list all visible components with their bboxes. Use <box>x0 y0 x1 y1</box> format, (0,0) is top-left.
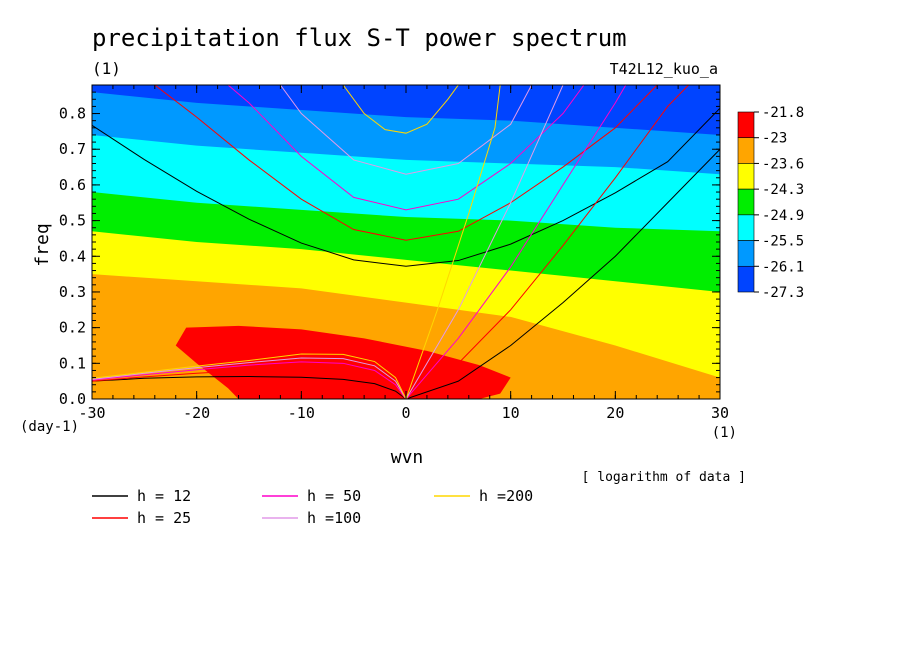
dispersion-curve-4 <box>405 85 689 399</box>
x-tick-label: -10 <box>288 404 315 422</box>
colorbar: -21.8 -23 -23.6 -24.3 -24.9 -25.5 -26.1 -27.3 <box>737 105 804 301</box>
colorbar-label: -25.5 <box>762 234 804 250</box>
dispersion-curve-11 <box>92 357 407 399</box>
x-axis-label: wvn <box>391 447 424 468</box>
colorbar-swatch <box>737 214 755 241</box>
colorbar-label: -23 <box>762 131 787 147</box>
legend-label: h = 50 <box>307 487 361 505</box>
x-tick-label: 30 <box>711 404 729 422</box>
y-tick-label: 0.1 <box>59 354 86 372</box>
colorbar-label: -27.3 <box>762 285 804 301</box>
colorbar-swatch <box>737 188 755 216</box>
y-tick-label: 0.6 <box>59 176 86 194</box>
contour-band-max <box>175 325 511 399</box>
dispersion-curve-14 <box>92 353 407 399</box>
y-tick-label: 0.3 <box>59 283 86 301</box>
colorbar-label: -21.8 <box>762 105 804 121</box>
y-tick-label: 0.8 <box>59 105 86 123</box>
x-tick-label: 20 <box>606 404 624 422</box>
y-unit-label: (day-1) <box>20 419 79 435</box>
legend: h = 12 h = 25 h = 50 h =100 h =200 <box>92 487 533 527</box>
dispersion-curve-10 <box>405 85 564 399</box>
colorbar-label: -23.6 <box>762 156 804 172</box>
legend-label: h = 25 <box>137 509 191 527</box>
dispersion-curve-13 <box>405 85 501 399</box>
colorbar-swatch <box>737 163 755 190</box>
colorbar-label: -26.1 <box>762 259 804 275</box>
dispersion-curve-3 <box>154 85 658 241</box>
y-tick-label: 0.4 <box>59 247 86 265</box>
colorbar-swatch <box>737 240 755 267</box>
x-unit-label: (1) <box>712 425 737 441</box>
colorbar-swatch <box>737 265 755 293</box>
contour-band-orange-corner <box>92 366 176 399</box>
dispersion-curve-6 <box>227 85 585 211</box>
dispersion-curve-12 <box>342 85 459 134</box>
legend-label: h =200 <box>479 487 533 505</box>
colorbar-label: -24.3 <box>762 182 804 198</box>
dispersion-curve-0 <box>92 107 720 267</box>
y-tick-label: 0.0 <box>59 390 86 408</box>
axes: -30 -20 -10 0 10 20 30 0.0 0.1 0.2 0.3 0.4 0.5 0.6 0.7… <box>59 84 729 422</box>
data-note: [ logarithm of data ] <box>582 470 746 485</box>
legend-label: h = 12 <box>137 487 191 505</box>
y-tick-label: 0.5 <box>59 212 86 230</box>
x-tick-label: 0 <box>401 404 410 422</box>
y-axis-label: freq <box>32 223 53 266</box>
legend-label: h =100 <box>307 509 361 527</box>
x-tick-label: -30 <box>78 404 105 422</box>
dispersion-curve-7 <box>405 85 627 399</box>
x-tick-label: 10 <box>502 404 520 422</box>
dispersion-curve-9 <box>279 85 533 175</box>
dispersion-curve-5 <box>92 368 407 399</box>
colorbar-swatch <box>737 111 755 139</box>
colorbar-label: -24.9 <box>762 208 804 224</box>
dispersion-curve-8 <box>92 361 407 399</box>
chart-subtitle: (1) <box>92 59 121 78</box>
plot-area <box>92 85 720 399</box>
colorbar-swatch <box>737 137 755 164</box>
chart-title: precipitation flux S-T power spectrum <box>92 24 627 52</box>
run-label: T42L12_kuo_a <box>610 60 718 78</box>
dispersion-curve-2 <box>92 376 407 399</box>
y-tick-label: 0.2 <box>59 319 86 337</box>
x-tick-label: -20 <box>183 404 210 422</box>
dispersion-curve-1 <box>405 148 720 399</box>
y-tick-label: 0.7 <box>59 140 86 158</box>
